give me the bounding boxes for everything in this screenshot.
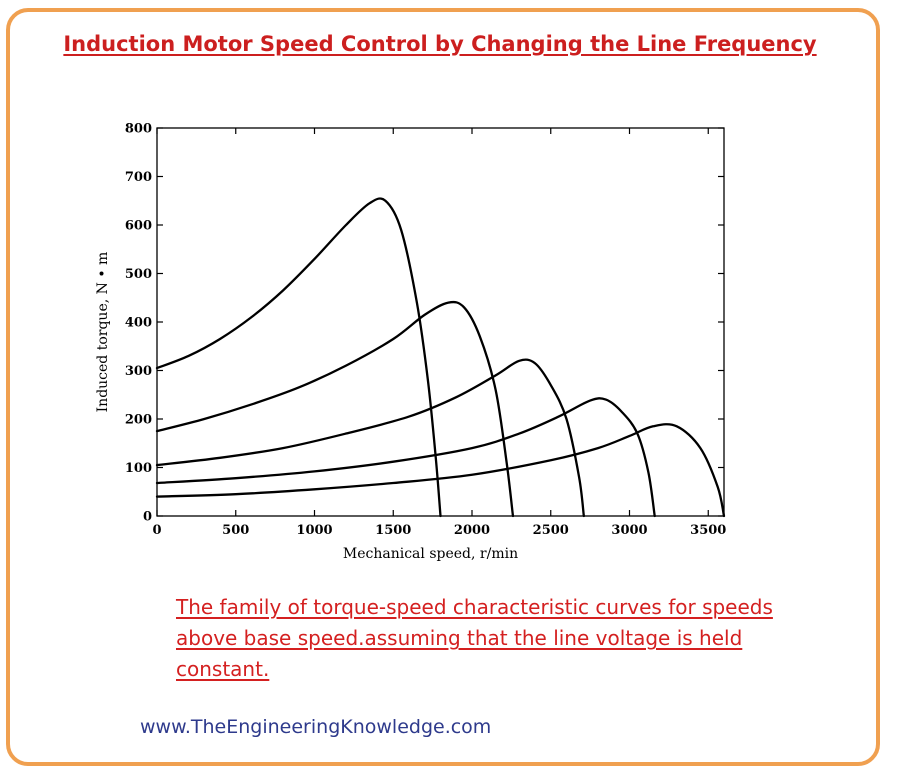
x-tick-label: 1500	[375, 523, 411, 538]
torque-speed-chart: 0 500 1000 1500 2000 2500 3000 3500 0 100 200 300 4…	[95, 122, 726, 563]
y-tick-label: 500	[125, 267, 152, 282]
y-tick-label: 100	[125, 461, 152, 476]
torque-speed-curve-2	[155, 300, 515, 518]
page-title: Induction Motor Speed Control by Changin…	[63, 32, 817, 56]
x-tick-label: 0	[152, 523, 161, 538]
x-axis-ticks: 0 500 1000 1500 2000 2500 3000 3500	[152, 128, 726, 538]
x-tick-label: 1000	[296, 523, 332, 538]
x-tick-label: 3500	[690, 523, 726, 538]
torque-speed-curve-3	[155, 358, 585, 518]
x-axis-label: Mechanical speed, r/min	[343, 546, 518, 562]
x-tick-label: 2500	[533, 523, 569, 538]
y-tick-label: 400	[125, 316, 152, 331]
y-tick-label: 800	[125, 122, 152, 137]
page-frame	[6, 8, 880, 766]
x-tick-label: 3000	[611, 523, 647, 538]
y-axis-label: Induced torque, N • m	[95, 252, 111, 413]
y-axis-ticks: 0 100 200 300 400 500 600 700 800	[125, 122, 724, 525]
x-tick-label: 2000	[454, 523, 490, 538]
plot-area	[156, 127, 725, 517]
torque-speed-curve-5	[155, 423, 726, 518]
y-tick-label: 600	[125, 219, 152, 234]
plot-border	[156, 127, 725, 517]
chart-curves	[155, 197, 726, 518]
y-tick-label: 300	[125, 364, 152, 379]
website-link[interactable]: www.TheEngineeringKnowledge.com	[140, 716, 492, 738]
x-tick-label: 500	[222, 523, 249, 538]
torque-speed-curve-1	[155, 197, 442, 518]
figure-caption: The family of torque-speed characteristi…	[176, 595, 773, 681]
y-tick-label: 700	[125, 170, 152, 185]
y-tick-label: 0	[143, 510, 152, 525]
y-tick-label: 200	[125, 413, 152, 428]
